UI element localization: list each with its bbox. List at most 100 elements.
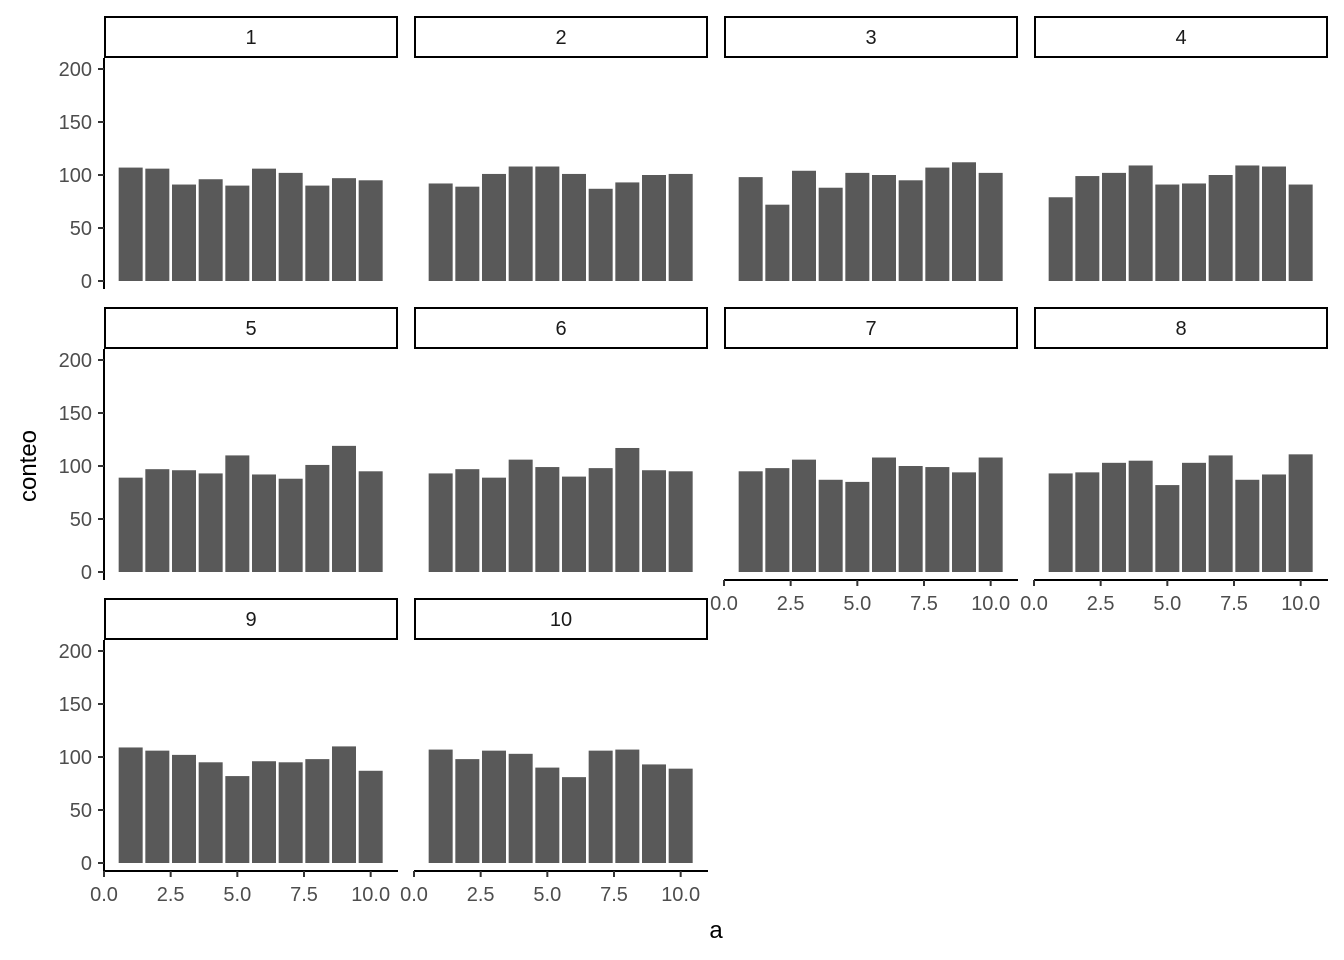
x-tick-label: 0.0	[710, 593, 738, 615]
x-tick-label: 10.0	[351, 884, 390, 906]
bar	[1075, 176, 1100, 281]
bar	[818, 187, 843, 281]
facet-panel-2: 2	[414, 16, 708, 281]
x-tick-label: 7.5	[290, 884, 318, 906]
bar	[668, 173, 693, 281]
bar	[332, 445, 356, 572]
bar	[1155, 184, 1180, 281]
bar	[1262, 166, 1286, 281]
bar	[455, 186, 480, 281]
bar	[1208, 175, 1233, 281]
y-tick-label: 0	[81, 562, 92, 584]
x-tick-label: 2.5	[1087, 593, 1115, 615]
bar	[535, 166, 560, 281]
bar	[252, 761, 276, 863]
facet-strip-label: 7	[865, 318, 876, 340]
bar	[978, 457, 1003, 572]
facet-panel-9: 9 0 50 100 150 200 0.0 2.5 5.0 7.5 10.0	[59, 598, 398, 906]
bar	[118, 477, 143, 572]
facet-strip	[414, 307, 708, 349]
x-tick-label: 0.0	[1020, 593, 1048, 615]
y-tick-label: 100	[59, 456, 92, 478]
facet-panel-3: 3	[724, 16, 1018, 281]
facet-strip	[414, 16, 708, 58]
bar	[278, 172, 303, 281]
x-tick-label: 10.0	[971, 593, 1010, 615]
bar	[482, 173, 506, 281]
x-tick-label: 7.5	[600, 884, 628, 906]
y-tick-label: 200	[59, 350, 92, 372]
facet-strip-label: 5	[245, 318, 256, 340]
bar	[508, 459, 533, 572]
bar	[898, 466, 923, 572]
facet-panel-10: 10 0.0 2.5 5.0 7.5 10.0	[400, 598, 708, 906]
facet-strip-label: 10	[550, 609, 572, 631]
bar	[792, 459, 816, 572]
bar	[1155, 485, 1180, 572]
facet-panel-6: 6	[414, 307, 708, 572]
facet-strip-label: 3	[865, 27, 876, 49]
y-tick-label: 150	[59, 694, 92, 716]
y-tick-label: 150	[59, 403, 92, 425]
bar	[1075, 472, 1100, 572]
x-tick-label: 7.5	[1220, 593, 1248, 615]
facet-strip	[104, 16, 398, 58]
x-tick-label: 10.0	[661, 884, 700, 906]
bar	[198, 762, 223, 863]
bar	[668, 471, 693, 572]
bar	[1128, 165, 1153, 281]
bar	[562, 173, 586, 281]
bar	[278, 478, 303, 572]
bar	[455, 469, 480, 572]
facet-strip	[104, 307, 398, 349]
facet-strip-label: 4	[1175, 27, 1186, 49]
x-tick-label: 2.5	[157, 884, 185, 906]
bar	[588, 750, 613, 863]
bar	[172, 754, 196, 863]
bar	[358, 471, 383, 572]
y-tick-label: 0	[81, 853, 92, 875]
bar	[482, 477, 506, 572]
bar	[252, 474, 276, 572]
x-tick-label: 0.0	[400, 884, 428, 906]
facet-strip-label: 9	[245, 609, 256, 631]
facet-strip-label: 2	[555, 27, 566, 49]
y-tick-label: 100	[59, 165, 92, 187]
y-tick-label: 150	[59, 112, 92, 134]
bar	[642, 175, 666, 281]
bar	[845, 481, 870, 572]
bar	[1102, 172, 1126, 281]
y-tick-label: 0	[81, 271, 92, 293]
bar	[1048, 473, 1073, 572]
y-tick-label: 50	[70, 218, 92, 240]
y-tick-label: 50	[70, 509, 92, 531]
bar	[1262, 474, 1286, 572]
bar	[845, 172, 870, 281]
bar	[792, 170, 816, 281]
x-tick-label: 2.5	[777, 593, 805, 615]
bar	[198, 473, 223, 572]
bar	[145, 750, 170, 863]
bar	[145, 168, 170, 281]
bar	[225, 776, 250, 863]
x-tick-label: 5.0	[533, 884, 561, 906]
bar	[172, 184, 196, 281]
bar	[428, 183, 453, 281]
bar	[305, 185, 330, 281]
y-tick-label: 200	[59, 641, 92, 663]
x-tick-label: 5.0	[1153, 593, 1181, 615]
bar	[1288, 454, 1313, 572]
bar	[978, 172, 1003, 281]
facet-strip-label: 8	[1175, 318, 1186, 340]
bar	[358, 180, 383, 281]
facet-strip-label: 1	[245, 27, 256, 49]
bar	[738, 177, 763, 281]
bar	[1048, 197, 1073, 281]
bar	[508, 166, 533, 281]
bar	[332, 178, 356, 281]
y-tick-label: 200	[59, 59, 92, 81]
bar	[765, 204, 790, 281]
bar	[642, 470, 666, 572]
